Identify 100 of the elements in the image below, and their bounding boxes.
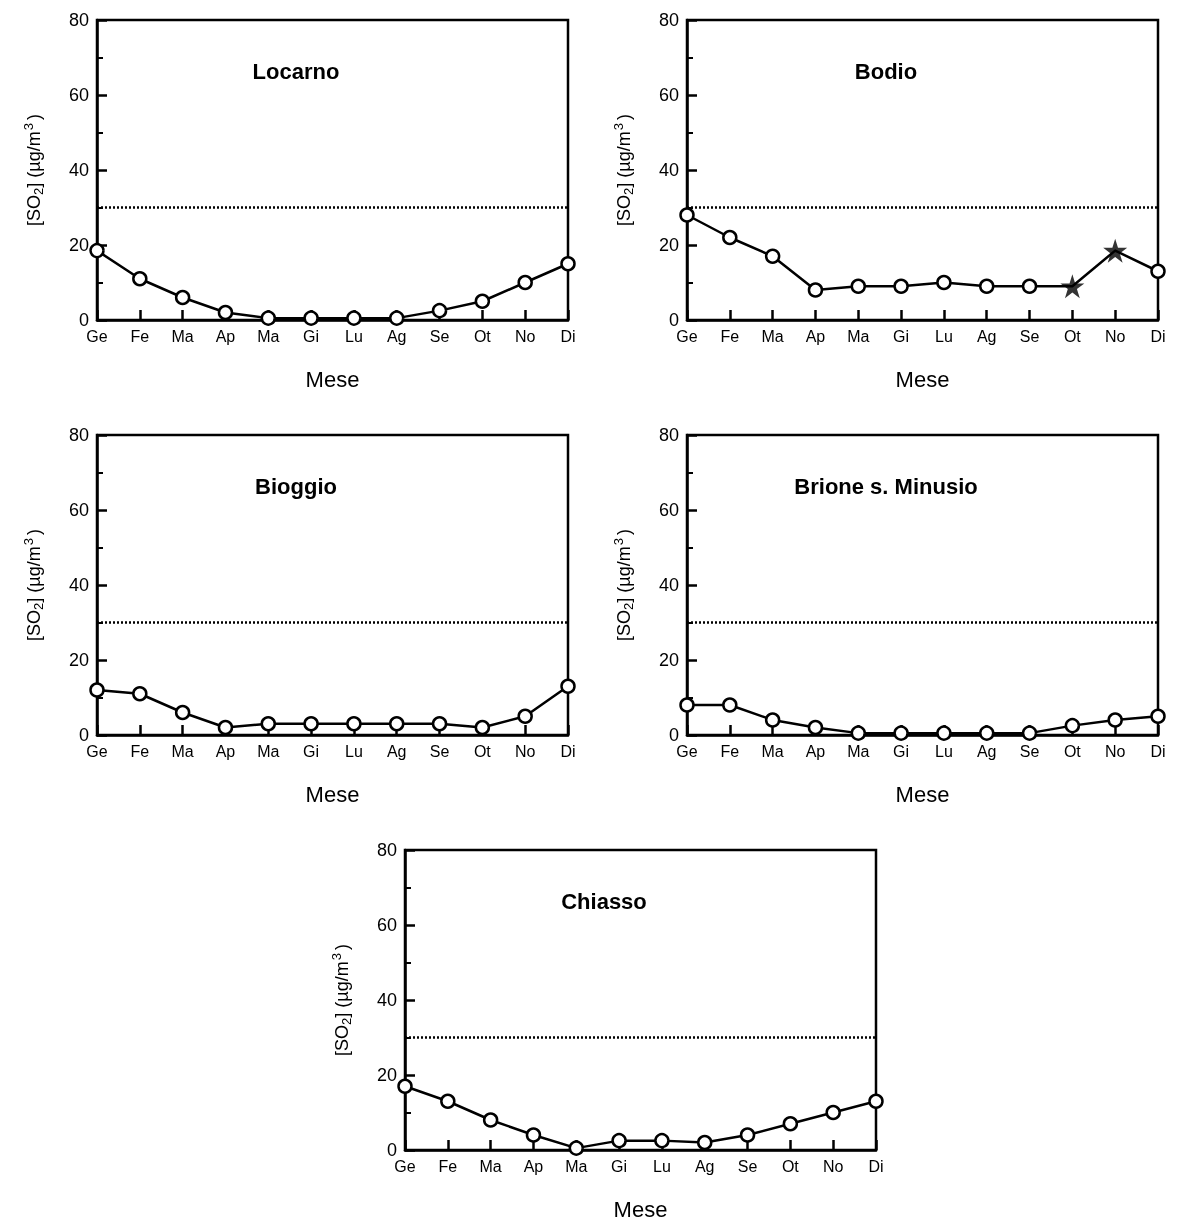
point: [807, 719, 824, 736]
x-tick-label: Ma: [257, 327, 280, 345]
x-tick-label: Gi: [611, 1157, 628, 1175]
y-axis-title: [SO2] (µg/m3): [611, 529, 636, 641]
point: [388, 716, 405, 732]
x-tick-label: Di: [560, 742, 576, 760]
x-tick-label: Di: [560, 327, 576, 345]
y-tick-label: 20: [658, 650, 679, 670]
x-tick-label: Di: [868, 1157, 884, 1175]
text: Brione s. Minusio: [794, 473, 978, 499]
x-tick-label: Ot: [473, 327, 492, 345]
y-axis-title: [SO2] (µg/m3): [21, 529, 46, 641]
x-tick-label: Ag: [386, 327, 407, 345]
x-tick-label: Ap: [215, 742, 236, 760]
point: [174, 289, 191, 306]
point: [611, 1132, 627, 1149]
point: [739, 1127, 756, 1143]
point: [1064, 717, 1081, 734]
point: [303, 716, 319, 732]
x-axis-title: Mese: [895, 781, 950, 807]
y-tick-label: 60: [376, 915, 397, 935]
x-tick-label: Lu: [935, 327, 953, 345]
text: Bodio: [854, 58, 918, 84]
x-tick-label: Fe: [130, 742, 150, 760]
y-tick-label: 40: [68, 575, 89, 595]
y-tick-label: 40: [376, 990, 397, 1010]
x-tick-label: Se: [429, 327, 450, 345]
point: [217, 304, 234, 321]
point: [679, 207, 695, 223]
point: [722, 229, 738, 246]
x-tick-label: Se: [1019, 327, 1040, 345]
point: [474, 719, 491, 736]
x-tick-label: Gi: [893, 327, 910, 345]
x-tick-label: Lu: [935, 742, 953, 760]
point: [517, 708, 533, 724]
point: [397, 1078, 413, 1094]
point: [782, 1116, 799, 1132]
x-tick-label: No: [514, 742, 536, 760]
point: [89, 682, 105, 698]
point: [431, 302, 448, 319]
y-tick-label: 0: [78, 310, 89, 330]
x-tick-label: Ge: [394, 1157, 416, 1175]
point: [893, 725, 909, 741]
point: [1150, 263, 1166, 279]
point: [132, 271, 148, 287]
point: [388, 310, 405, 326]
x-tick-label: Ge: [86, 742, 108, 760]
y-tick-label: 0: [78, 725, 89, 745]
y-tick-label: 80: [376, 840, 397, 860]
x-tick-label: Ge: [86, 327, 108, 345]
x-tick-label: Lu: [653, 1157, 671, 1175]
point: [722, 697, 738, 713]
x-tick-label: Ag: [694, 1157, 715, 1175]
point: [174, 704, 191, 721]
point: [825, 1104, 841, 1121]
y-tick-label: 20: [68, 650, 89, 670]
point: [346, 716, 362, 732]
y-tick-label: 0: [668, 310, 679, 330]
x-tick-label: Fe: [130, 327, 150, 345]
point: [764, 248, 781, 264]
x-tick-label: Ma: [847, 327, 870, 345]
x-axis-title: Mese: [895, 366, 950, 392]
x-tick-label: Ma: [761, 742, 784, 760]
y-tick-label: 0: [386, 1140, 397, 1160]
x-tick-label: Ma: [847, 742, 870, 760]
text: Bioggio: [255, 473, 337, 499]
point: [474, 293, 491, 309]
x-tick-label: Ag: [976, 327, 997, 345]
point: [936, 274, 952, 291]
x-tick-label: No: [514, 327, 536, 345]
x-tick-label: Ma: [257, 742, 280, 760]
x-tick-label: Di: [1150, 742, 1166, 760]
x-tick-label: Ap: [523, 1157, 544, 1175]
x-tick-label: Ma: [761, 327, 784, 345]
y-tick-label: 20: [376, 1065, 397, 1085]
point: [1021, 725, 1038, 741]
x-tick-label: Ge: [676, 742, 698, 760]
point: [560, 678, 576, 694]
point: [89, 242, 105, 259]
x-tick-label: Fe: [438, 1157, 458, 1175]
x-tick-label: Se: [1019, 742, 1040, 760]
x-tick-label: Se: [737, 1157, 758, 1175]
x-tick-label: Ma: [479, 1157, 502, 1175]
point: [654, 1132, 670, 1149]
x-tick-label: Gi: [303, 327, 320, 345]
y-tick-label: 80: [68, 10, 89, 30]
x-axis-title: Mese: [613, 1196, 668, 1222]
y-tick-label: 20: [68, 235, 89, 255]
point: [764, 712, 781, 728]
x-tick-label: Fe: [720, 742, 740, 760]
point: [936, 725, 952, 741]
y-tick-label: 60: [658, 500, 679, 520]
x-tick-label: Ma: [565, 1157, 588, 1175]
x-tick-label: Se: [429, 742, 450, 760]
point: [978, 725, 995, 741]
y-tick-label: 80: [658, 10, 679, 30]
y-tick-label: 40: [658, 160, 679, 180]
y-tick-label: 40: [658, 575, 679, 595]
point: [568, 1140, 585, 1156]
y-tick-label: 80: [68, 425, 89, 445]
